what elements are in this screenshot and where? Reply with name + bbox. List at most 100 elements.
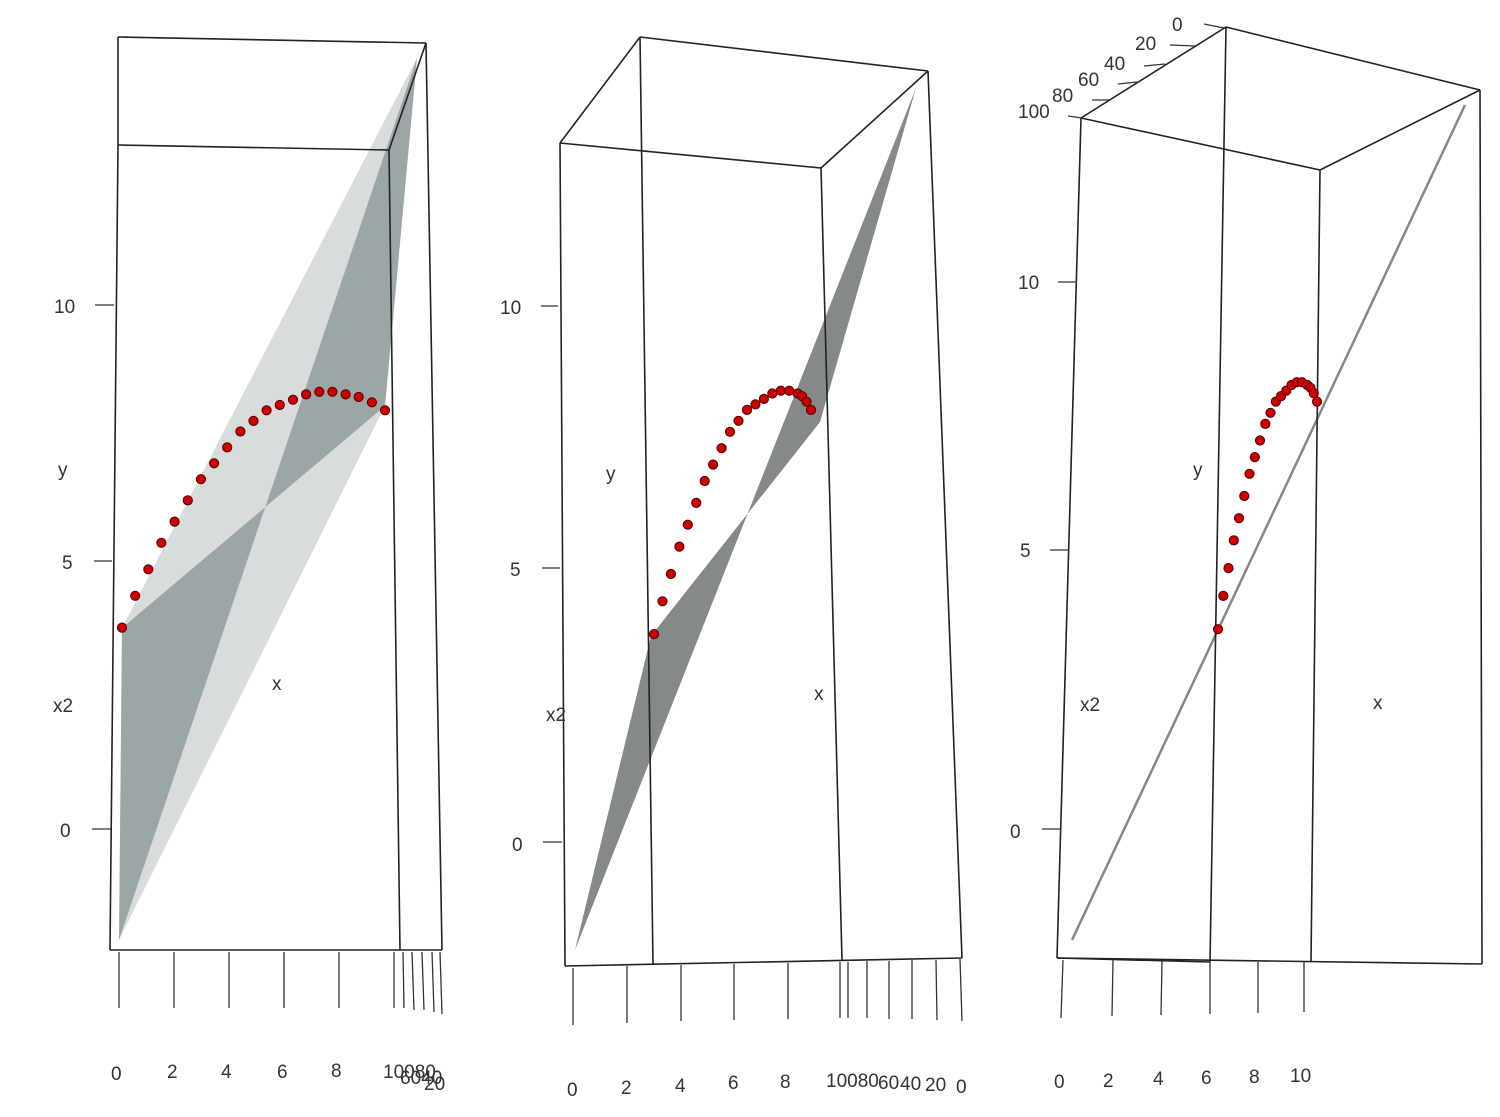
data-point <box>733 415 744 426</box>
data-point <box>1233 513 1245 524</box>
data-point <box>1239 490 1250 502</box>
y-tick-10-p1: 10 <box>54 297 75 318</box>
data-point <box>741 404 753 415</box>
data-point <box>1244 468 1255 479</box>
data-point <box>1212 624 1224 635</box>
y-tick-0-p1: 0 <box>60 821 71 842</box>
data-point <box>130 590 141 601</box>
box-2 <box>559 36 963 967</box>
data-point <box>274 399 285 411</box>
data-point <box>301 389 312 400</box>
x-tick-0-p2: 0 <box>567 1080 578 1101</box>
x2-axis-label-p1: x2 <box>53 696 73 717</box>
data-point <box>657 596 668 607</box>
y-tick-5-p1: 5 <box>62 553 73 574</box>
panel-3: 0 20 40 60 80 100 10 5 0 0 2 4 6 8 10 y … <box>1010 15 1483 1093</box>
y-tick-0-p3: 0 <box>1010 822 1021 843</box>
x-tick-8-p3: 8 <box>1249 1067 1260 1088</box>
y-tick-0-p2: 0 <box>512 835 523 856</box>
regression-plane-1-front <box>119 58 417 940</box>
data-point <box>801 396 812 407</box>
data-point <box>222 442 233 453</box>
x-tick-2-p1: 2 <box>167 1062 178 1083</box>
data-point <box>235 426 246 437</box>
data-point <box>691 497 702 508</box>
data-point <box>353 391 364 403</box>
x2-tick-20-p3: 20 <box>1135 34 1156 55</box>
x-tick-2-p2: 2 <box>621 1078 632 1099</box>
points-2 <box>648 385 817 640</box>
y-axis-label-p3: y <box>1193 460 1203 481</box>
y-tick-10-p2: 10 <box>500 298 521 319</box>
data-point <box>775 385 786 396</box>
x2-tick-20-p2: 20 <box>925 1075 946 1096</box>
data-point <box>182 495 193 506</box>
data-point <box>1228 535 1239 546</box>
data-point <box>750 399 761 410</box>
x-tick-6-p1: 6 <box>277 1062 288 1083</box>
data-point <box>209 458 220 469</box>
data-point <box>767 388 778 399</box>
x-tick-4-p2: 4 <box>675 1076 686 1097</box>
data-point <box>340 389 351 400</box>
data-point <box>156 537 167 548</box>
data-point <box>1223 563 1234 574</box>
data-point <box>682 519 693 530</box>
y-axis-label-p1: y <box>58 460 68 481</box>
x-tick-6-p3: 6 <box>1201 1068 1212 1089</box>
x-tick-0-p1: 0 <box>111 1064 122 1085</box>
data-point <box>366 397 377 408</box>
x-tick-8-p2: 8 <box>780 1072 791 1093</box>
x-tick-8-p1: 8 <box>331 1061 342 1082</box>
x2-tick-80-p3: 80 <box>1052 86 1073 107</box>
x2-tick-40-p2: 40 <box>900 1074 921 1095</box>
panel-2: 10 5 0 0 2 4 6 8 10080 60 40 20 0 y x x2 <box>500 36 967 1101</box>
x2-axis-label-p2: x2 <box>546 705 566 726</box>
data-point <box>1249 452 1260 463</box>
x2-ticks-overlap-p2: 10080 <box>826 1071 879 1092</box>
y-tick-5-p2: 5 <box>510 560 521 581</box>
data-point <box>648 629 660 640</box>
data-point <box>116 622 128 633</box>
points-3 <box>1212 377 1323 635</box>
data-point <box>287 394 299 405</box>
x-tick-4-p1: 4 <box>221 1062 232 1083</box>
data-point <box>784 385 795 396</box>
data-point <box>1311 396 1323 407</box>
x2-axis-label-p3: x2 <box>1080 695 1100 716</box>
x2-ticks-overlap-b-p1: 6040 <box>400 1068 442 1089</box>
x-tick-2-p3: 2 <box>1103 1071 1114 1092</box>
x2-tick-0-p3: 0 <box>1172 15 1183 36</box>
data-point <box>1260 418 1271 429</box>
data-point <box>708 459 719 470</box>
data-point <box>379 405 391 416</box>
x2-tick-60-p3: 60 <box>1078 70 1099 91</box>
data-point <box>143 564 154 575</box>
x2-tick-40-p3: 40 <box>1104 54 1125 75</box>
regression-plane-1 <box>119 58 417 940</box>
x2-tick-60-p2: 60 <box>878 1073 899 1094</box>
data-point <box>699 475 710 487</box>
panel-1: 10 5 0 0 2 4 6 8 10080 6040 20 y x x2 <box>53 36 445 1095</box>
x-axis-label-p2: x <box>814 684 824 705</box>
y-tick-10-p3: 10 <box>1018 273 1039 294</box>
x-tick-4-p3: 4 <box>1153 1069 1164 1090</box>
data-point <box>327 386 338 397</box>
box-3 <box>1056 26 1483 965</box>
box-1 <box>109 36 443 951</box>
y-tick-5-p3: 5 <box>1020 541 1031 562</box>
data-point <box>716 443 727 454</box>
data-point <box>248 415 259 426</box>
data-point <box>314 386 325 397</box>
data-point <box>195 474 206 485</box>
x-axis-label-p3: x <box>1373 693 1383 714</box>
data-point <box>1218 590 1229 602</box>
x2-tick-100-p3: 100 <box>1018 102 1050 123</box>
x-tick-10-p3: 10 <box>1290 1066 1311 1087</box>
data-point <box>805 404 817 415</box>
data-point <box>261 405 272 416</box>
regression-plane-3-edge <box>1070 104 1467 941</box>
y-axis-label-p2: y <box>606 464 616 485</box>
x2-tick-0-p2: 0 <box>956 1077 967 1098</box>
